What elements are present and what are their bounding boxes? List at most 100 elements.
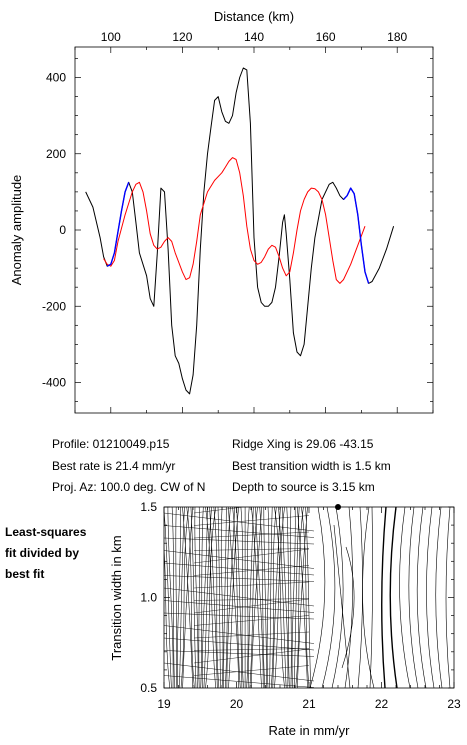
contour-line (164, 675, 315, 688)
top-y-tick-label: 400 (46, 71, 66, 85)
contour-line (164, 575, 315, 582)
contour-line (164, 650, 315, 657)
bottom-y-tick-label: 1.5 (140, 500, 157, 514)
contour-line (164, 550, 315, 569)
contour-note: Least-squares fit divided by best fit (5, 522, 86, 585)
contour-line (175, 507, 177, 688)
top-ticks (74, 47, 434, 413)
contour-line (291, 507, 296, 688)
contour-line (193, 507, 245, 514)
contour-line (247, 507, 254, 688)
contour-note-line: best fit (5, 567, 45, 581)
observed-anomaly-line (85, 67, 395, 395)
contour-note-line: Least-squares (5, 525, 87, 539)
ridge-crossing-label: Ridge Xing is 29.06 -43.15 (232, 437, 374, 451)
bottom-y-axis-label: Transition width in km (109, 535, 124, 660)
bottom-x-tick-label: 19 (157, 697, 171, 711)
contour-line (255, 507, 264, 688)
contour-line (182, 507, 194, 688)
contour-line (232, 507, 241, 688)
contour-line (164, 525, 315, 538)
contour-line (193, 548, 310, 564)
contour-line (213, 507, 220, 688)
fit-window-line (106, 182, 130, 267)
contour-line (249, 507, 258, 688)
contour-line (426, 507, 435, 688)
contour-line (263, 507, 267, 688)
bottom-x-tick-label: 20 (230, 697, 244, 711)
contour-line (193, 648, 310, 664)
contour-line (193, 581, 310, 589)
contour-line (164, 562, 315, 576)
bottom-x-tick-label: 22 (375, 697, 389, 711)
contour-line (193, 615, 310, 626)
contour-line (180, 507, 189, 688)
anomaly-series-group (85, 67, 395, 395)
contour-line (272, 507, 281, 688)
contour-line (399, 507, 411, 688)
contour-line (198, 507, 200, 688)
contour-line (341, 546, 355, 669)
contour-line (209, 507, 218, 688)
contour-line (200, 507, 204, 688)
contour-line (282, 507, 289, 688)
contour-line (274, 507, 285, 688)
contour-line (266, 507, 270, 688)
contour-line (228, 507, 239, 688)
contour-line (164, 612, 315, 620)
bottom-x-axis-label: Rate in mm/yr (269, 723, 351, 738)
contour-line (321, 507, 336, 688)
contour-line (236, 507, 243, 688)
contour-line (193, 648, 310, 651)
contour-line (246, 507, 250, 688)
contour-line (286, 507, 290, 688)
bottom-y-tick-label: 1.0 (140, 591, 157, 605)
contour-line (274, 507, 285, 688)
contour-note-line: fit divided by (5, 546, 80, 560)
contour-line (357, 507, 363, 688)
bottom-x-tick-label: 23 (447, 697, 461, 711)
contour-line (177, 507, 181, 688)
contour-line (190, 507, 197, 688)
contour-lines (164, 507, 451, 688)
top-y-tick-label: -200 (42, 299, 66, 313)
contour-line (228, 507, 239, 688)
best-fit-marker (335, 504, 341, 510)
depth-to-source-label: Depth to source is 3.15 km (232, 480, 375, 494)
contour-line (240, 507, 244, 688)
contour-line (164, 544, 171, 688)
contour-line (164, 512, 315, 532)
contour-line (435, 507, 443, 688)
contour-line (193, 598, 310, 614)
contour-line (167, 507, 174, 688)
contour-line (164, 625, 315, 644)
contour-line (416, 507, 427, 688)
top-y-tick-label: 0 (59, 223, 66, 237)
contour-line (164, 537, 315, 545)
contour-line (217, 507, 221, 688)
anomaly-chart: Distance (km) Anomaly amplitude 100 120 … (9, 9, 434, 414)
contour-line (179, 507, 185, 688)
bottom-y-tick-label: 0.5 (140, 681, 157, 695)
top-x-tick-label: 180 (387, 30, 407, 44)
contour-line (203, 507, 212, 688)
top-x-tick-label: 100 (101, 30, 121, 44)
contour-line (193, 598, 310, 601)
contour-line (226, 507, 235, 688)
contour-line (171, 507, 175, 688)
contour-line (193, 665, 310, 676)
contour-line (297, 507, 308, 688)
contour-line (164, 587, 315, 607)
contour-line (333, 524, 351, 688)
contour-line (225, 507, 231, 688)
top-x-axis-label: Distance (km) (214, 9, 294, 24)
contour-line (309, 507, 326, 688)
contour-line (164, 662, 315, 682)
top-y-tick-label: -400 (42, 376, 66, 390)
contour-line (164, 507, 172, 688)
contour-line (331, 507, 344, 688)
contour-line (194, 507, 199, 688)
contour-line (193, 515, 310, 526)
contour-line (389, 507, 398, 688)
